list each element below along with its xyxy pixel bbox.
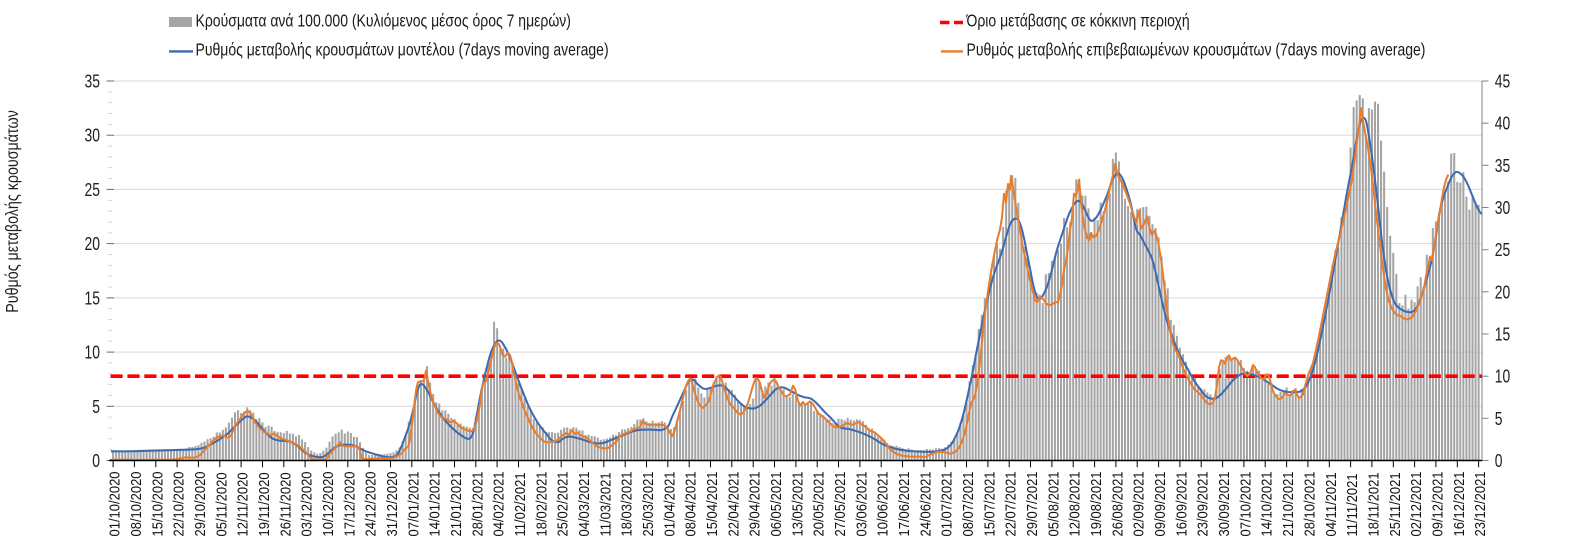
svg-text:11/03/2021: 11/03/2021 [598,472,614,536]
svg-text:30: 30 [85,126,100,146]
svg-text:26/08/2021: 26/08/2021 [1110,471,1126,536]
svg-text:16/12/2021: 16/12/2021 [1451,471,1467,536]
svg-text:29/07/2021: 29/07/2021 [1024,471,1040,536]
svg-text:45: 45 [1495,72,1510,92]
svg-text:Ρυθμός μεταβολής κρουσμάτων: Ρυθμός μεταβολής κρουσμάτων [3,110,23,313]
svg-text:35: 35 [1495,156,1510,176]
svg-text:29/10/2020: 29/10/2020 [192,471,208,536]
svg-text:12/11/2020: 12/11/2020 [235,472,251,536]
svg-text:18/03/2021: 18/03/2021 [619,471,635,536]
svg-text:Ρυθμός μεταβολής κρουσμάτων μο: Ρυθμός μεταβολής κρουσμάτων μοντέλου (7d… [196,41,609,60]
svg-text:25/02/2021: 25/02/2021 [555,471,571,536]
svg-text:31/12/2020: 31/12/2020 [384,471,400,536]
svg-text:15/07/2021: 15/07/2021 [982,471,998,536]
svg-text:14/01/2021: 14/01/2021 [427,471,443,536]
svg-text:07/10/2021: 07/10/2021 [1238,471,1254,536]
svg-text:21/10/2021: 21/10/2021 [1281,471,1297,536]
svg-text:02/12/2021: 02/12/2021 [1409,471,1425,536]
svg-text:05/11/2020: 05/11/2020 [214,472,230,536]
svg-text:12/08/2021: 12/08/2021 [1067,471,1083,536]
svg-text:5: 5 [1495,409,1503,429]
svg-text:14/10/2021: 14/10/2021 [1259,471,1275,536]
svg-text:15/10/2020: 15/10/2020 [150,471,166,536]
svg-text:30/09/2021: 30/09/2021 [1217,471,1233,536]
svg-text:22/04/2021: 22/04/2021 [726,471,742,536]
svg-text:23/09/2021: 23/09/2021 [1195,471,1211,536]
svg-text:22/07/2021: 22/07/2021 [1003,471,1019,536]
svg-text:04/02/2021: 04/02/2021 [491,471,507,536]
svg-text:Κρούσματα ανά 100.000 (Κυλιόμε: Κρούσματα ανά 100.000 (Κυλιόμενος μέσος … [196,12,571,31]
svg-text:15: 15 [85,288,100,308]
svg-text:Ρυθμός μεταβολής επιβεβαιωμένω: Ρυθμός μεταβολής επιβεβαιωμένων κρουσμάτ… [967,41,1426,60]
svg-text:09/12/2021: 09/12/2021 [1430,471,1446,536]
svg-text:17/12/2020: 17/12/2020 [342,471,358,536]
svg-text:0: 0 [92,451,100,471]
svg-text:28/10/2021: 28/10/2021 [1302,471,1318,536]
svg-text:25: 25 [85,180,100,200]
svg-text:08/07/2021: 08/07/2021 [960,471,976,536]
svg-text:Όριο μετάβασης σε κόκκινη περι: Όριο μετάβασης σε κόκκινη περιοχή [966,12,1190,31]
svg-text:26/11/2020: 26/11/2020 [278,472,294,536]
svg-text:20: 20 [1495,282,1510,302]
svg-text:15: 15 [1495,325,1510,345]
svg-text:06/05/2021: 06/05/2021 [768,471,784,536]
svg-text:15/04/2021: 15/04/2021 [704,471,720,536]
svg-text:10: 10 [85,343,100,363]
svg-text:25/11/2021: 25/11/2021 [1387,472,1403,536]
svg-text:10: 10 [1495,367,1510,387]
svg-text:08/04/2021: 08/04/2021 [683,471,699,536]
svg-text:04/11/2021: 04/11/2021 [1323,472,1339,536]
svg-text:5: 5 [92,397,100,417]
svg-text:35: 35 [85,72,100,92]
svg-text:25: 25 [1495,240,1510,260]
svg-text:29/04/2021: 29/04/2021 [747,471,763,536]
svg-text:16/09/2021: 16/09/2021 [1174,471,1190,536]
svg-text:02/09/2021: 02/09/2021 [1131,471,1147,536]
svg-text:08/10/2020: 08/10/2020 [128,471,144,536]
svg-text:11/02/2021: 11/02/2021 [512,472,528,536]
svg-text:30: 30 [1495,198,1510,218]
svg-text:20/05/2021: 20/05/2021 [811,471,827,536]
svg-text:19/11/2020: 19/11/2020 [256,472,272,536]
svg-text:03/12/2020: 03/12/2020 [299,471,315,536]
svg-text:05/08/2021: 05/08/2021 [1046,471,1062,536]
svg-text:09/09/2021: 09/09/2021 [1153,471,1169,536]
svg-text:17/06/2021: 17/06/2021 [896,471,912,536]
svg-text:10/12/2020: 10/12/2020 [320,471,336,536]
svg-text:18/11/2021: 18/11/2021 [1366,472,1382,536]
svg-text:27/05/2021: 27/05/2021 [832,471,848,536]
svg-text:40: 40 [1495,114,1510,134]
svg-text:04/03/2021: 04/03/2021 [576,471,592,536]
svg-text:24/12/2020: 24/12/2020 [363,471,379,536]
svg-text:0: 0 [1495,451,1503,471]
svg-text:25/03/2021: 25/03/2021 [640,471,656,536]
svg-text:21/01/2021: 21/01/2021 [448,471,464,536]
svg-text:28/01/2021: 28/01/2021 [470,471,486,536]
svg-text:18/02/2021: 18/02/2021 [534,471,550,536]
svg-text:01/10/2020: 01/10/2020 [107,471,123,536]
svg-text:19/08/2021: 19/08/2021 [1089,471,1105,536]
svg-text:01/04/2021: 01/04/2021 [662,471,678,536]
svg-text:10/06/2021: 10/06/2021 [875,471,891,536]
svg-text:24/06/2021: 24/06/2021 [918,471,934,536]
svg-text:11/11/2021: 11/11/2021 [1345,473,1361,536]
svg-text:22/10/2020: 22/10/2020 [171,471,187,536]
svg-text:13/05/2021: 13/05/2021 [790,471,806,536]
svg-text:20: 20 [85,234,100,254]
svg-text:01/07/2021: 01/07/2021 [939,471,955,536]
svg-text:03/06/2021: 03/06/2021 [854,471,870,536]
svg-text:23/12/2021: 23/12/2021 [1473,471,1489,536]
svg-text:07/01/2021: 07/01/2021 [406,471,422,536]
